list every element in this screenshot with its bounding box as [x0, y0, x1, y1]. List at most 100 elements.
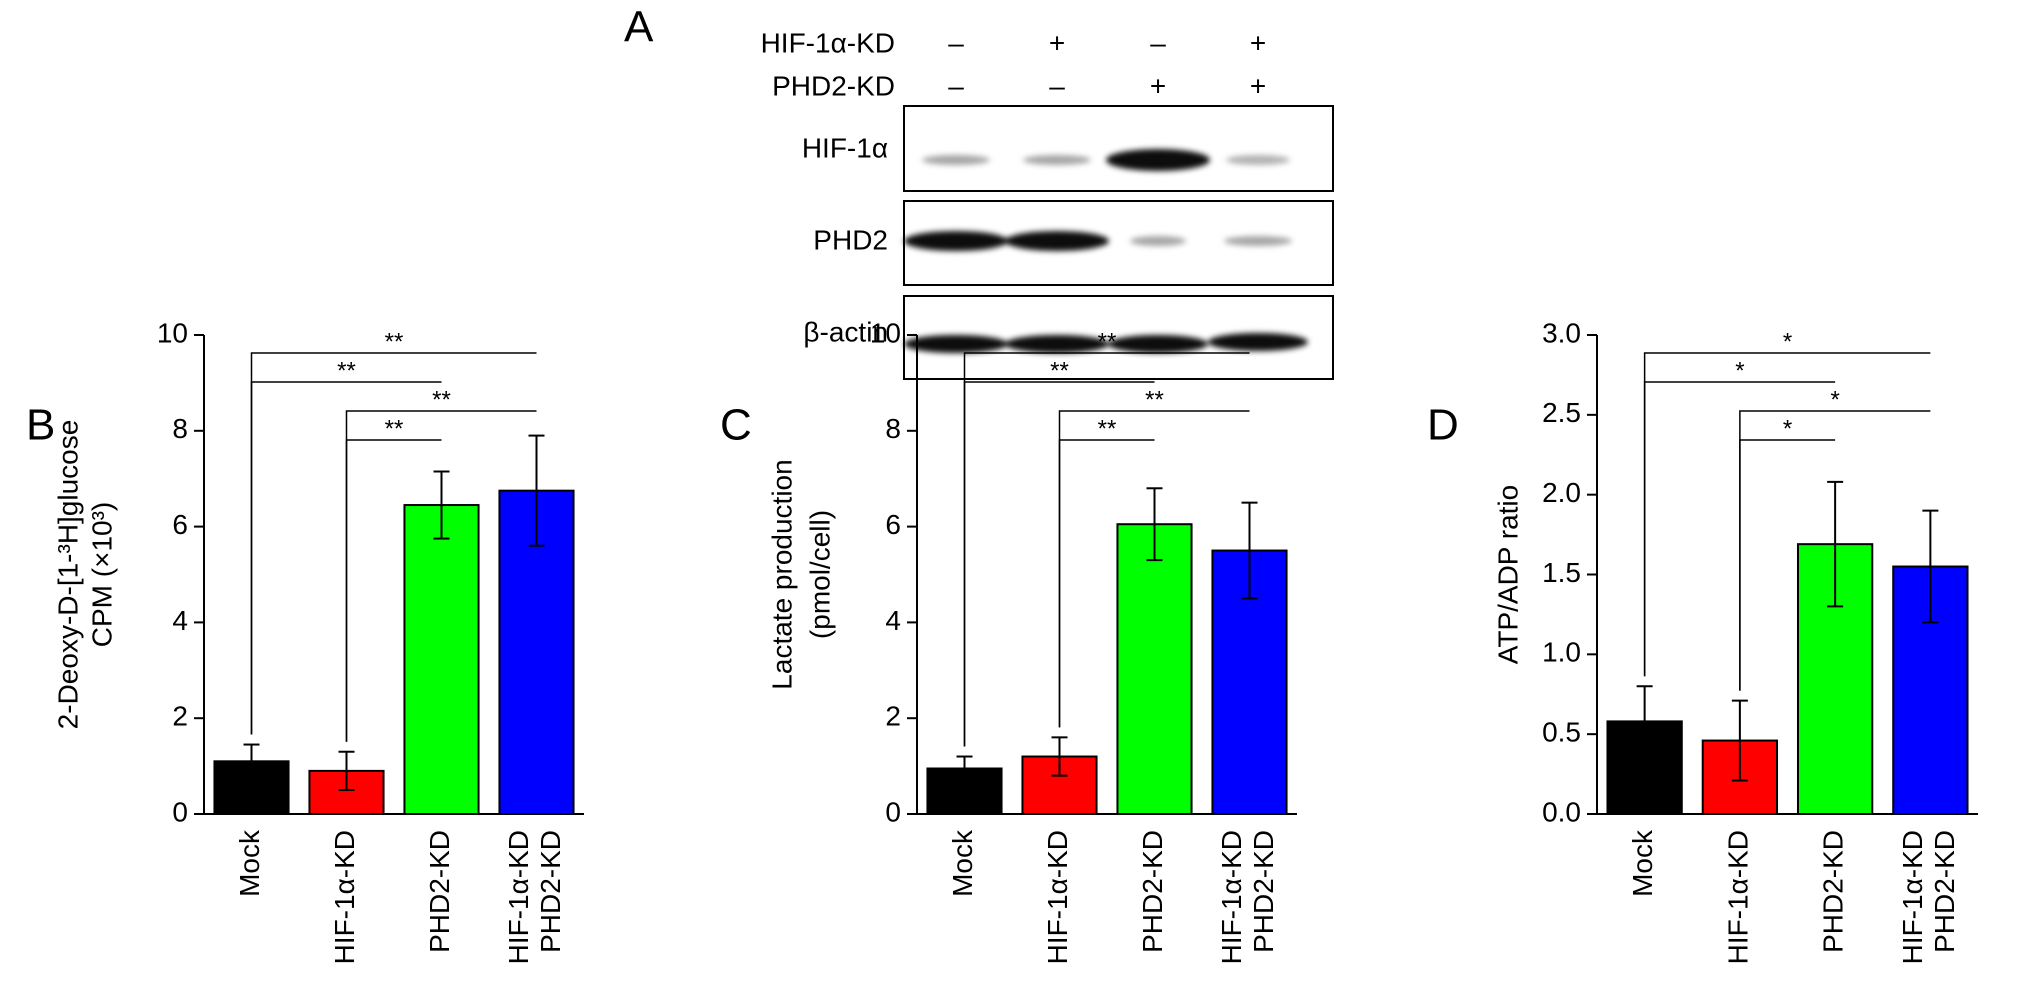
bar: [1211, 549, 1288, 815]
panel-label: D: [1427, 401, 1459, 450]
x-tick-label: PHD2-KD: [1929, 830, 1960, 953]
y-tick-label: 0: [172, 796, 188, 827]
significance-bracket: [250, 352, 537, 735]
x-tick-label: Mock: [234, 829, 265, 897]
band: [904, 231, 1008, 251]
error-bar: [433, 470, 450, 540]
significance-bracket: [963, 352, 1250, 747]
y-tick-label: 2: [885, 701, 901, 732]
condition-sign: –: [1150, 27, 1166, 58]
significance-label: **: [1050, 357, 1069, 384]
y-tick-label: 6: [885, 509, 901, 540]
y-tick-label: 1.5: [1542, 557, 1581, 588]
condition-sign: +: [1049, 27, 1065, 58]
condition-sign: –: [948, 27, 964, 58]
y-axis-title: CPM (×10³): [86, 502, 117, 647]
condition-label: HIF-1α-KD: [761, 27, 895, 58]
significance-label: **: [432, 386, 451, 413]
significance-label: *: [1735, 357, 1744, 384]
condition-sign: +: [1250, 27, 1266, 58]
error-bar: [528, 434, 545, 547]
x-tick-label: PHD2-KD: [424, 830, 455, 953]
error-bar: [1241, 501, 1258, 600]
x-tick-label: Mock: [947, 829, 978, 897]
y-tick-label: 10: [157, 317, 188, 348]
y-axis-title: ATP/ADP ratio: [1492, 485, 1523, 664]
x-tick-label: HIF-1α-KD: [329, 830, 360, 964]
error-bar: [956, 755, 973, 782]
y-axis-title: 2-Deoxy-D-[1-³H]glucose: [52, 420, 83, 730]
error-bar: [1146, 487, 1163, 562]
y-tick-label: 0: [885, 796, 901, 827]
band: [904, 335, 1008, 353]
error-bar: [1827, 480, 1844, 608]
band-label: β-actin: [803, 316, 888, 347]
band: [1208, 333, 1308, 351]
band: [1023, 155, 1091, 165]
condition-sign: +: [1150, 70, 1166, 101]
significance-bracket: [963, 381, 1155, 747]
x-tick-label: HIF-1α-KD: [1897, 830, 1928, 964]
x-tick-label: PHD2-KD: [1137, 830, 1168, 953]
band: [1106, 149, 1210, 171]
band-label: PHD2: [813, 224, 888, 255]
significance-label: *: [1783, 415, 1792, 442]
y-tick-label: 6: [172, 509, 188, 540]
band: [1130, 236, 1186, 246]
x-tick-label: HIF-1α-KD: [1722, 830, 1753, 964]
significance-label: **: [1098, 415, 1117, 442]
significance-bracket: [250, 381, 442, 735]
condition-sign: –: [948, 70, 964, 101]
x-tick-label: Mock: [1627, 829, 1658, 897]
band-label: HIF-1α: [802, 132, 888, 163]
significance-label: *: [1783, 328, 1792, 355]
error-bar: [1051, 736, 1068, 777]
y-axis-title: Lactate production: [766, 459, 797, 689]
condition-sign: +: [1250, 70, 1266, 101]
x-tick-label: HIF-1α-KD: [1216, 830, 1247, 964]
significance-label: *: [1830, 386, 1839, 413]
band: [1005, 231, 1109, 251]
significance-label: **: [385, 328, 404, 355]
significance-bracket: [1643, 352, 1931, 677]
y-tick-label: 8: [172, 413, 188, 444]
band: [1108, 335, 1208, 353]
significance-label: **: [1145, 386, 1164, 413]
condition-label: PHD2-KD: [772, 70, 895, 101]
bar: [1116, 523, 1193, 816]
x-tick-label: HIF-1α-KD: [1042, 830, 1073, 964]
x-tick-label: PHD2-KD: [535, 830, 566, 953]
panel-label: A: [624, 3, 654, 52]
blot-frame: [903, 105, 1334, 192]
y-tick-label: 3.0: [1542, 317, 1581, 348]
error-bar: [338, 750, 355, 792]
band: [1224, 236, 1292, 246]
x-tick-label: PHD2-KD: [1818, 830, 1849, 953]
y-tick-label: 1.0: [1542, 637, 1581, 668]
y-tick-label: 4: [885, 605, 901, 636]
band: [1226, 155, 1290, 165]
x-tick-label: HIF-1α-KD: [503, 830, 534, 964]
condition-sign: –: [1049, 70, 1065, 101]
significance-bracket: [1739, 439, 1836, 691]
y-tick-label: 10: [870, 317, 901, 348]
panel-label: C: [720, 401, 752, 450]
y-tick-label: 0.0: [1542, 796, 1581, 827]
bar: [403, 504, 480, 815]
significance-bracket: [1058, 439, 1155, 728]
y-tick-label: 2.0: [1542, 477, 1581, 508]
y-tick-label: 2: [172, 701, 188, 732]
y-tick-label: 0.5: [1542, 717, 1581, 748]
band: [922, 155, 990, 165]
y-tick-label: 8: [885, 413, 901, 444]
band: [1005, 335, 1109, 353]
significance-label: **: [1098, 328, 1117, 355]
error-bar: [1731, 699, 1748, 782]
error-bar: [243, 743, 260, 780]
blot-bands: [904, 149, 1308, 353]
significance-label: **: [337, 357, 356, 384]
error-bar: [1922, 509, 1939, 624]
significance-bracket: [345, 439, 442, 742]
y-tick-label: 4: [172, 605, 188, 636]
